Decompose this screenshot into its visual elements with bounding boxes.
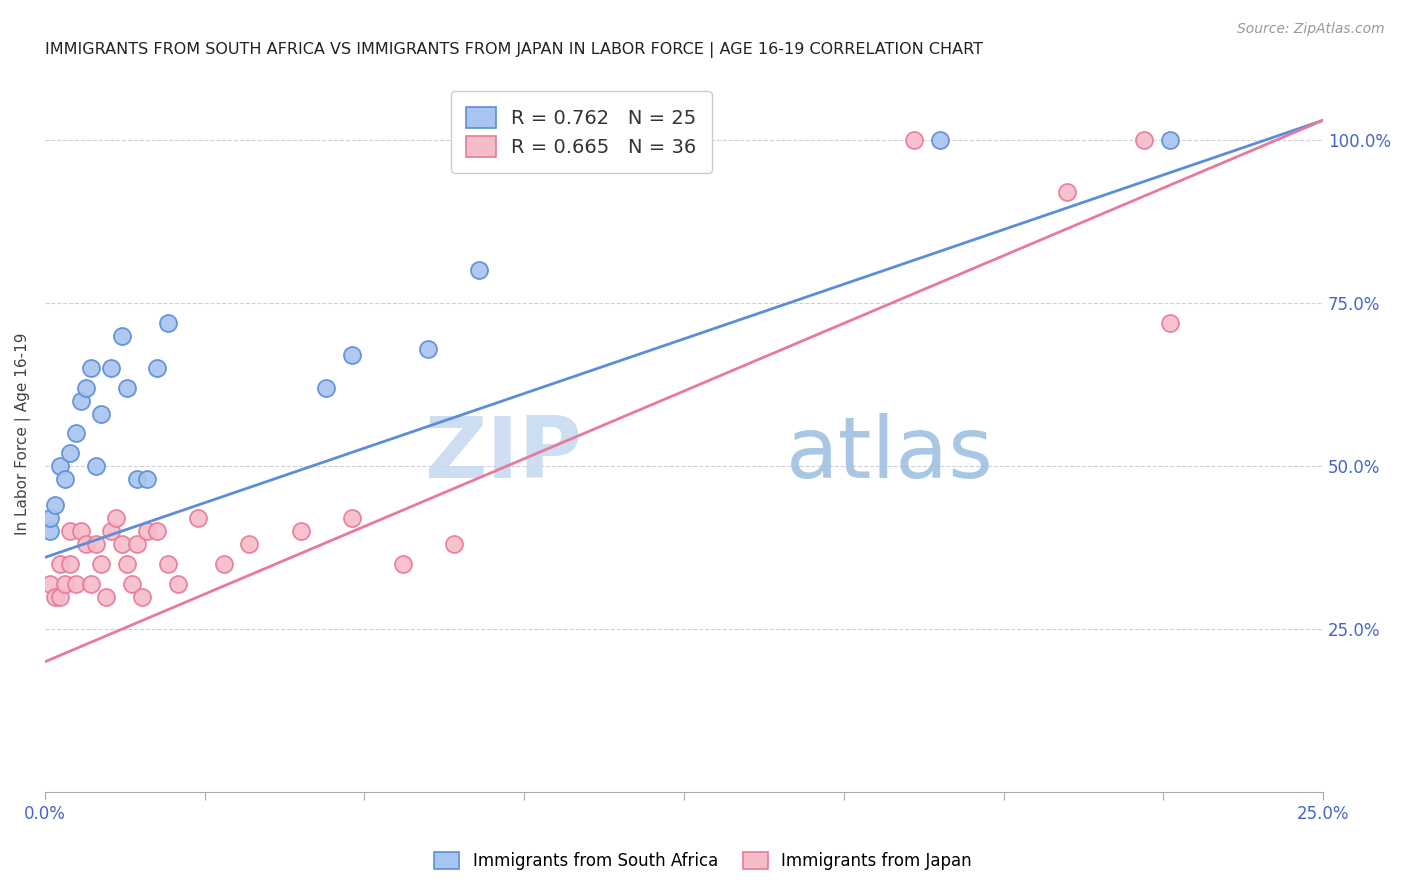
Point: [100, 524, 122, 539]
Point: [69, 524, 91, 539]
Point: [468, 263, 491, 277]
Y-axis label: In Labor Force | Age 16-19: In Labor Force | Age 16-19: [15, 332, 31, 534]
Point: [84, 537, 107, 551]
Point: [65, 576, 87, 591]
Point: [418, 342, 440, 356]
Point: [136, 472, 159, 486]
Point: [53, 576, 76, 591]
Point: [75, 381, 97, 395]
Point: [166, 576, 188, 591]
Point: [69, 393, 91, 408]
Point: [39, 524, 62, 539]
Point: [146, 524, 169, 539]
Point: [290, 524, 312, 539]
Point: [928, 133, 950, 147]
Point: [90, 407, 112, 421]
Point: [125, 537, 148, 551]
Point: [903, 133, 925, 147]
Point: [391, 557, 413, 571]
Point: [1159, 133, 1181, 147]
Point: [1056, 185, 1078, 199]
Point: [53, 472, 76, 486]
Point: [84, 458, 107, 473]
Point: [49, 458, 72, 473]
Point: [59, 557, 82, 571]
Point: [80, 576, 103, 591]
Point: [96, 590, 118, 604]
Point: [59, 446, 82, 460]
Point: [212, 557, 235, 571]
Point: [156, 316, 179, 330]
Legend: Immigrants from South Africa, Immigrants from Japan: Immigrants from South Africa, Immigrants…: [427, 845, 979, 877]
Point: [110, 537, 132, 551]
Point: [115, 381, 138, 395]
Point: [131, 590, 153, 604]
Point: [340, 511, 363, 525]
Point: [44, 590, 66, 604]
Text: IMMIGRANTS FROM SOUTH AFRICA VS IMMIGRANTS FROM JAPAN IN LABOR FORCE | AGE 16-19: IMMIGRANTS FROM SOUTH AFRICA VS IMMIGRAN…: [45, 42, 983, 58]
Point: [340, 348, 363, 362]
Legend: R = 0.762   N = 25, R = 0.665   N = 36: R = 0.762 N = 25, R = 0.665 N = 36: [451, 92, 711, 173]
Point: [75, 537, 97, 551]
Point: [136, 524, 159, 539]
Point: [315, 381, 337, 395]
Point: [100, 361, 122, 376]
Point: [39, 511, 62, 525]
Point: [49, 557, 72, 571]
Point: [105, 511, 128, 525]
Point: [238, 537, 260, 551]
Point: [110, 328, 132, 343]
Point: [39, 576, 62, 591]
Point: [49, 590, 72, 604]
Text: atlas: atlas: [786, 414, 994, 497]
Point: [443, 537, 465, 551]
Point: [65, 426, 87, 441]
Point: [80, 361, 103, 376]
Point: [1159, 316, 1181, 330]
Text: Source: ZipAtlas.com: Source: ZipAtlas.com: [1237, 22, 1385, 37]
Point: [1133, 133, 1156, 147]
Point: [125, 472, 148, 486]
Point: [156, 557, 179, 571]
Point: [146, 361, 169, 376]
Point: [44, 498, 66, 512]
Point: [115, 557, 138, 571]
Point: [90, 557, 112, 571]
Text: ZIP: ZIP: [425, 414, 582, 497]
Point: [59, 524, 82, 539]
Point: [187, 511, 209, 525]
Point: [121, 576, 143, 591]
